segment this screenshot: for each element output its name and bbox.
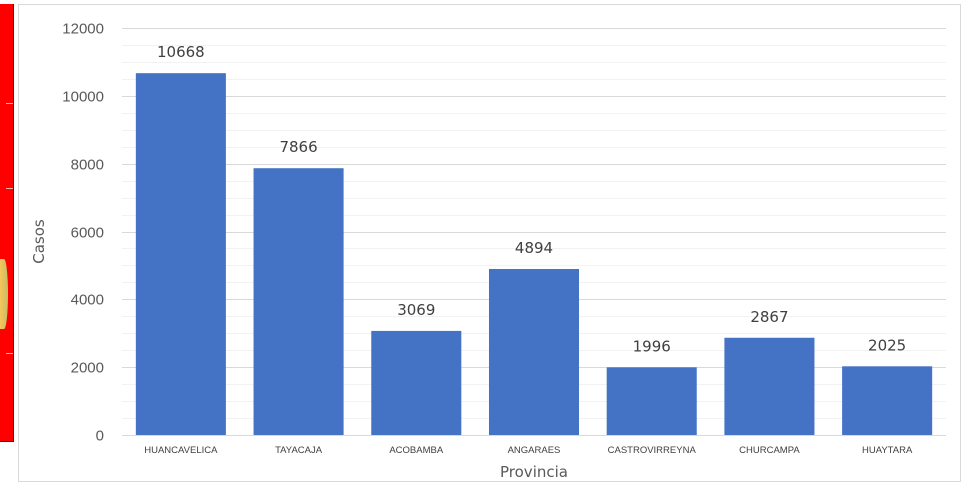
x-category-label: ACOBAMBA bbox=[389, 445, 444, 456]
x-category-label: HUAYTARA bbox=[862, 445, 913, 456]
fragment-shape bbox=[0, 259, 8, 329]
data-label: 1996 bbox=[633, 337, 671, 355]
y-tick-label: 8000 bbox=[71, 157, 104, 174]
bar-huaytara[interactable] bbox=[842, 366, 933, 435]
x-axis-title: Provincia bbox=[500, 463, 568, 481]
y-tick-label: 4000 bbox=[71, 292, 104, 309]
bar-tayacaja[interactable] bbox=[253, 168, 344, 436]
y-tick-label: 12000 bbox=[62, 21, 104, 38]
bar-angaraes[interactable] bbox=[488, 269, 580, 435]
x-category-label: HUANCAVELICA bbox=[144, 445, 218, 456]
chart-area[interactable] bbox=[18, 4, 961, 482]
x-category-label: CASTROVIRREYNA bbox=[608, 445, 697, 456]
y-tick-label: 10000 bbox=[62, 89, 104, 106]
x-axis-category-labels: HUANCAVELICA TAYACAJA ACOBAMBA ANGARAES CAST… bbox=[144, 445, 913, 456]
x-category-label: CHURCAMPA bbox=[739, 445, 800, 456]
x-category-label: ANGARAES bbox=[508, 445, 561, 456]
bar-acobamba[interactable] bbox=[371, 330, 462, 435]
y-tick-label: 2000 bbox=[71, 360, 104, 377]
data-label: 10668 bbox=[157, 43, 205, 61]
bar-castrovirreyna[interactable] bbox=[606, 367, 697, 435]
fragment-gridline bbox=[6, 188, 13, 189]
fragment-gridline bbox=[6, 353, 13, 354]
bar-churcampa[interactable] bbox=[724, 337, 815, 435]
y-axis-tick-labels: 0 2000 4000 6000 8000 10000 12000 bbox=[62, 21, 104, 445]
data-labels: 10668 7866 3069 4894 1996 2867 2025 bbox=[157, 43, 906, 355]
data-label: 3069 bbox=[397, 301, 435, 319]
y-tick-label: 6000 bbox=[71, 225, 104, 242]
y-tick-label: 0 bbox=[96, 428, 104, 445]
data-label: 2867 bbox=[750, 308, 788, 326]
bars bbox=[135, 73, 933, 436]
data-label: 4894 bbox=[515, 239, 553, 257]
bar-huancavelica[interactable] bbox=[135, 73, 226, 435]
y-axis-title: Casos bbox=[30, 219, 48, 264]
data-label: 2025 bbox=[868, 336, 906, 354]
fragment-gridline bbox=[6, 103, 13, 104]
x-category-label: TAYACAJA bbox=[275, 445, 323, 456]
data-label: 7866 bbox=[279, 138, 317, 156]
adjacent-chart-fragment bbox=[0, 4, 14, 442]
